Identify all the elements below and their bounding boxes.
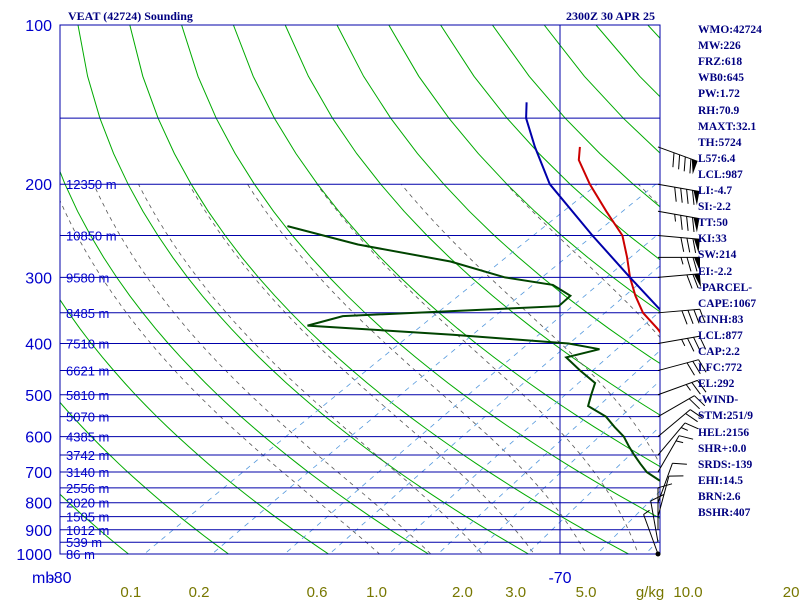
index-value: EHI:14.5: [698, 475, 743, 489]
height-label: 2020 m: [66, 496, 109, 511]
mixing-ratio-label: 1.0: [366, 584, 387, 600]
mixing-ratio-label: 20.0: [783, 584, 800, 600]
height-label: 86 m: [66, 547, 95, 562]
wind-barb: [658, 236, 700, 254]
index-value: PW:1.72: [698, 88, 740, 102]
dry-adiabat: [0, 25, 41, 565]
pressure-tick-label: 200: [25, 177, 52, 194]
height-label: 5070 m: [66, 410, 109, 425]
index-value: SRDS:-139: [698, 459, 752, 473]
pressure-tick-label: 700: [25, 465, 52, 482]
wind-barb: [658, 463, 687, 502]
index-value: BRN:2.6: [698, 491, 741, 505]
wind-barb: [658, 257, 700, 271]
index-value: SI:-2.2: [698, 201, 731, 215]
index-value: SW:214: [698, 249, 736, 263]
wind-barb: [658, 476, 683, 517]
dry-adiabat: [751, 25, 800, 565]
wind-barb: [658, 274, 701, 289]
pressure-tick-label: 500: [25, 388, 52, 405]
mixing-ratio-label: 0.1: [120, 584, 141, 600]
index-value: LI:-4.7: [698, 185, 732, 199]
height-label: 6621 m: [66, 364, 109, 379]
index-value: CAPE:1067: [698, 298, 756, 312]
mixing-ratio-line: [317, 184, 756, 565]
chart-datetime: 2300Z 30 APR 25: [566, 9, 655, 23]
index-value: MW:226: [698, 40, 741, 54]
temperature-tick-label: -70: [548, 570, 571, 587]
index-value: TH:5724: [698, 137, 741, 151]
index-value: HEL:2156: [698, 427, 749, 441]
height-label: 7510 m: [66, 337, 109, 352]
index-value: LCL:877: [698, 330, 743, 344]
wind-barb: [658, 436, 693, 472]
height-label: 5810 m: [66, 388, 109, 403]
index-value: -PARCEL-: [698, 282, 752, 296]
index-value: EI:-2.2: [698, 266, 732, 280]
index-value: KI:33: [698, 233, 727, 247]
height-label: 4385 m: [66, 430, 109, 445]
height-label: 9580 m: [66, 270, 109, 285]
dry-adiabat: [182, 25, 752, 565]
plot-frame: [60, 25, 660, 554]
mixing-ratio-label: 0.6: [307, 584, 328, 600]
height-label: 8485 m: [66, 306, 109, 321]
index-value: BSHR:407: [698, 507, 750, 521]
mixing-ratio-label: 2.0: [452, 584, 473, 600]
wind-barb: [658, 184, 699, 205]
dry-adiabat: [78, 25, 548, 565]
index-value: FRZ:618: [698, 56, 742, 70]
height-label: 3140 m: [66, 465, 109, 480]
index-value: CINH:83: [698, 314, 743, 328]
height-label: 10850 m: [66, 229, 117, 244]
mixing-ratio-label: 3.0: [505, 584, 526, 600]
mixing-ratio-line: [272, 184, 718, 565]
index-value: EL:292: [698, 378, 734, 392]
temperature-profile: [579, 147, 800, 556]
mixing-ratio-label: g/kg: [636, 584, 664, 600]
pressure-tick-label: 800: [25, 496, 52, 513]
mixing-ratio-label: 10.0: [673, 584, 702, 600]
mixing-ratio-label: 0.2: [189, 584, 210, 600]
index-value: CAP:2.2: [698, 346, 740, 360]
index-value: STM:251/9: [698, 410, 753, 424]
index-value: -WIND-: [698, 394, 738, 408]
pressure-tick-label: 100: [25, 18, 52, 35]
surface-wind-dot: [656, 552, 661, 557]
moist-adiabat: [94, 184, 442, 565]
pressure-tick-label: 600: [25, 430, 52, 447]
index-value: TT:50: [698, 217, 728, 231]
wind-barb: [658, 211, 699, 232]
chart-title: VEAT (42724) Sounding: [68, 9, 193, 23]
pressure-tick-label: 400: [25, 336, 52, 353]
index-value: LCL:987: [698, 169, 743, 183]
pressure-tick-label: 1000: [16, 547, 52, 564]
index-value: L57:6.4: [698, 153, 735, 167]
index-value: RH:70.9: [698, 105, 739, 119]
mixing-ratio-label: 5.0: [576, 584, 597, 600]
dry-adiabat: [0, 25, 244, 565]
mixing-ratio-line: [131, 184, 598, 565]
height-label: 12350 m: [66, 177, 117, 192]
height-label: 3742 m: [66, 448, 109, 463]
index-value: WMO:42724: [698, 24, 762, 38]
moist-adiabat: [248, 184, 593, 565]
mb-unit-label: mb: [32, 570, 54, 587]
index-value: SHR+:0.0: [698, 443, 746, 457]
index-value: MAXT:32.1: [698, 121, 756, 135]
pressure-tick-label: 300: [25, 270, 52, 287]
pressure-tick-label: 900: [25, 523, 52, 540]
height-label: 2556 m: [66, 481, 109, 496]
wind-barb: [658, 147, 698, 174]
dry-adiabat: [130, 25, 650, 565]
index-value: LFC:772: [698, 362, 742, 376]
index-value: WB0:645: [698, 72, 744, 86]
wind-barb: [658, 410, 702, 437]
